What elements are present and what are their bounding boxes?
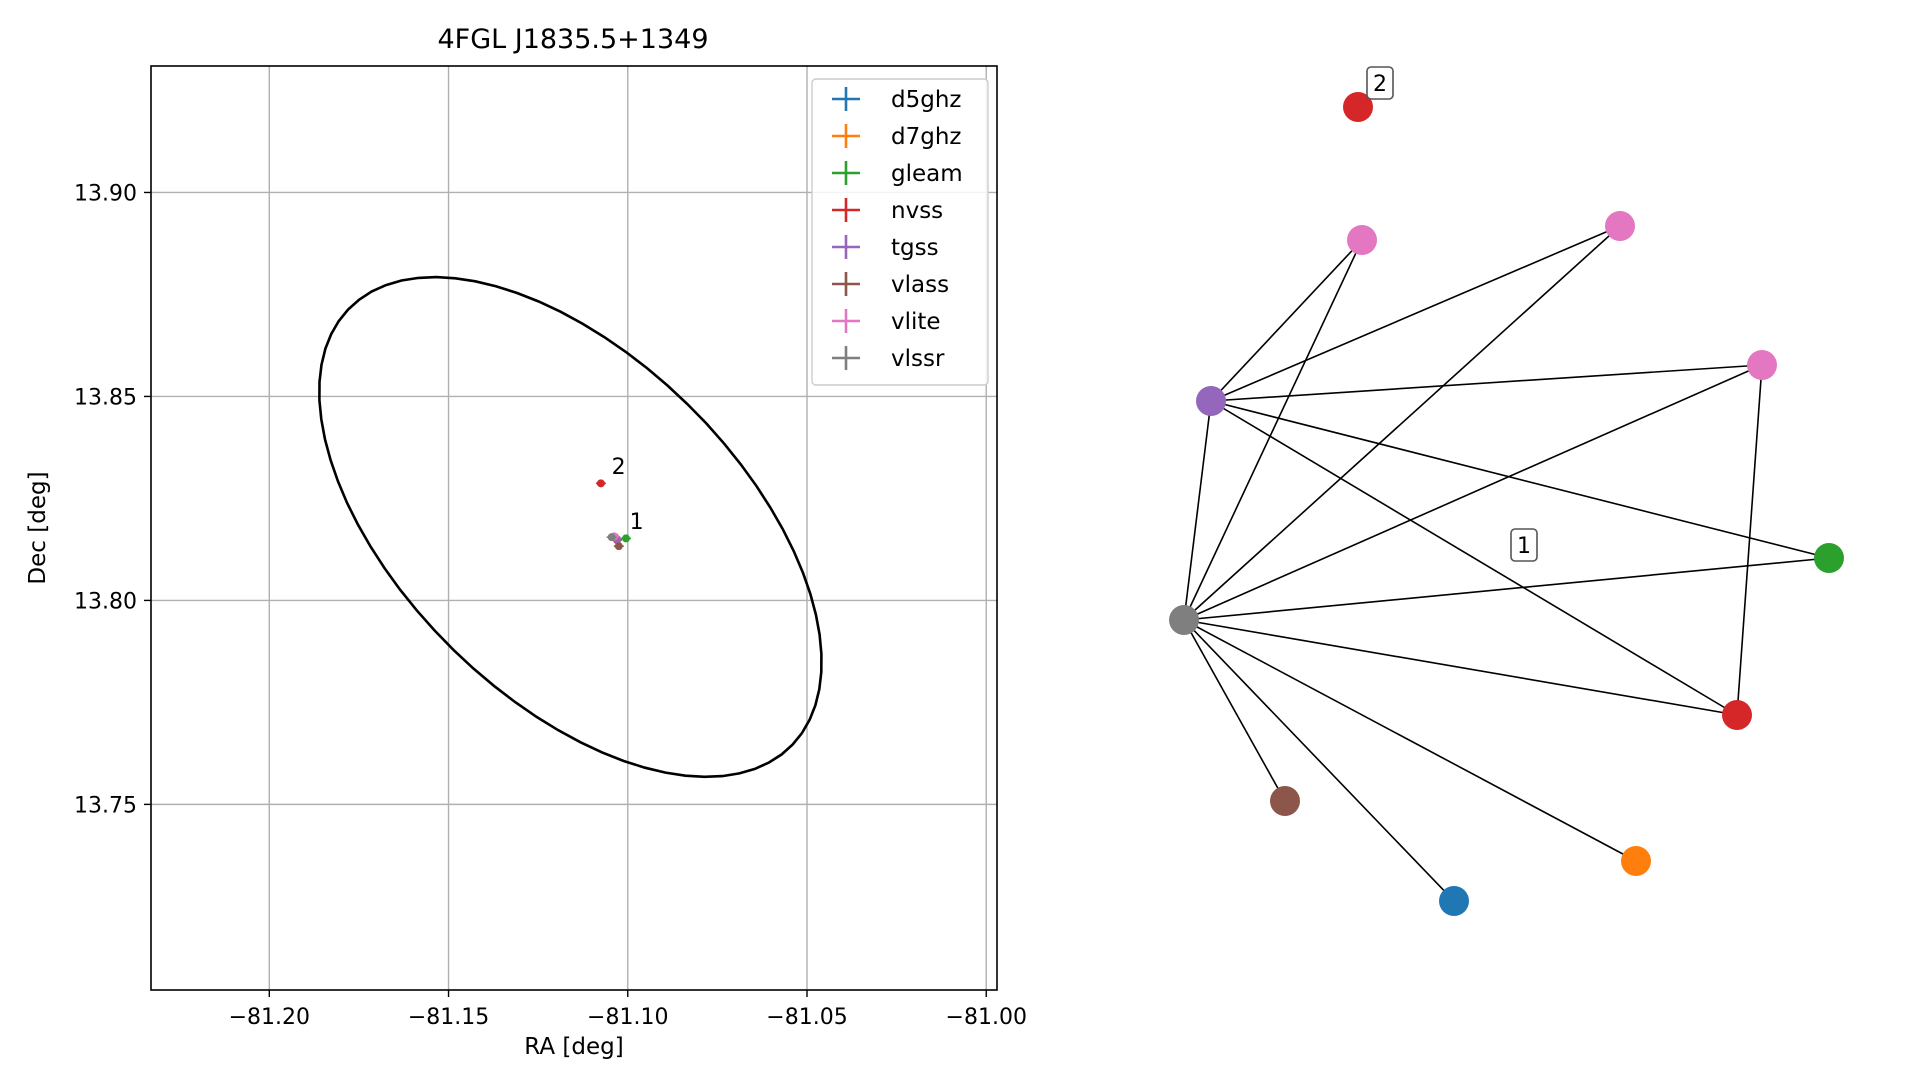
data-points <box>595 479 631 551</box>
network-label-box <box>1510 528 1538 562</box>
network-node-n_green <box>1814 543 1844 573</box>
network-edges <box>1183 225 1830 902</box>
network-edge <box>1183 225 1621 621</box>
legend-label-d5ghz: d5ghz <box>891 87 961 113</box>
network-label: 1 <box>1517 534 1531 559</box>
point-vlass <box>614 542 623 551</box>
network-node-n_brown <box>1270 786 1300 816</box>
annotation-label: 1 <box>630 510 644 535</box>
network-edge <box>1210 239 1363 402</box>
network-node-n_orange <box>1621 846 1651 876</box>
y-tick-label: 13.75 <box>74 793 137 818</box>
network-edge <box>1183 619 1738 716</box>
plot-frame <box>150 65 998 991</box>
network-edge <box>1183 619 1286 802</box>
legend-label-nvss: nvss <box>891 198 943 224</box>
network-edge <box>1183 619 1455 902</box>
x-axis-label: RA [deg] <box>524 1034 623 1060</box>
network-label-box <box>1366 66 1394 100</box>
point-vlssr <box>607 533 616 542</box>
network-edge <box>1210 400 1830 559</box>
y-tick-label: 13.85 <box>74 385 137 410</box>
annotation-label: 2 <box>612 455 626 480</box>
legend-label-vlass: vlass <box>891 272 949 298</box>
x-tick-label: −81.20 <box>229 1005 310 1030</box>
network-edge <box>1183 619 1637 862</box>
x-tick-label: −81.10 <box>587 1005 668 1030</box>
network-edge <box>1183 557 1830 621</box>
network-edge <box>1210 364 1763 402</box>
network-panel: 21 <box>1169 66 1844 916</box>
legend-label-d7ghz: d7ghz <box>891 124 961 150</box>
localization-ellipse <box>318 275 823 779</box>
point-gleam <box>621 534 630 543</box>
network-node-n_pink_1 <box>1347 225 1377 255</box>
point-annotations: 12 <box>612 455 644 535</box>
ellipse-outline <box>318 275 823 779</box>
network-edge <box>1183 400 1212 621</box>
x-tick-label: −81.00 <box>946 1005 1027 1030</box>
network-edge <box>1210 400 1738 716</box>
network-node-n_red <box>1722 700 1752 730</box>
network-node-n_gray <box>1169 605 1199 635</box>
legend-label-tgss: tgss <box>891 235 939 261</box>
network-node-n_purple <box>1196 386 1226 416</box>
x-tick-label: −81.15 <box>408 1005 489 1030</box>
network-edge <box>1736 364 1763 716</box>
y-tick-label: 13.80 <box>74 589 137 614</box>
legend: d5ghz d7ghz gleam nvss tgss vlass vlite vlssr <box>811 78 989 386</box>
point-nvss <box>596 479 605 488</box>
network-edge <box>1210 225 1621 402</box>
network-edge <box>1183 239 1363 621</box>
y-tick-label: 13.90 <box>74 181 137 206</box>
network-node-n_blue <box>1439 886 1469 916</box>
axis-ticks: −81.20 −81.15 −81.10 −81.05 −81.00 13.75 13.80… <box>74 181 1027 1030</box>
network-node-n_red_top <box>1343 92 1373 122</box>
network-nodes <box>1169 92 1844 916</box>
legend-label-gleam: gleam <box>891 161 963 187</box>
network-node-n_pink_3 <box>1747 350 1777 380</box>
network-edge <box>1183 364 1763 621</box>
y-axis-label: Dec [deg] <box>25 471 51 584</box>
network-node-n_pink_2 <box>1605 211 1635 241</box>
network-label: 2 <box>1373 72 1387 97</box>
legend-box <box>811 78 989 386</box>
x-tick-label: −81.05 <box>766 1005 847 1030</box>
chart-title: 4FGL J1835.5+1349 <box>437 24 708 55</box>
scatter-panel: 4FGL J1835.5+1349 12 −81.20 −81.15 −81.10−… <box>25 24 1027 1060</box>
legend-label-vlssr: vlssr <box>891 346 945 372</box>
legend-label-vlite: vlite <box>891 309 941 335</box>
network-labels: 21 <box>1366 66 1538 562</box>
